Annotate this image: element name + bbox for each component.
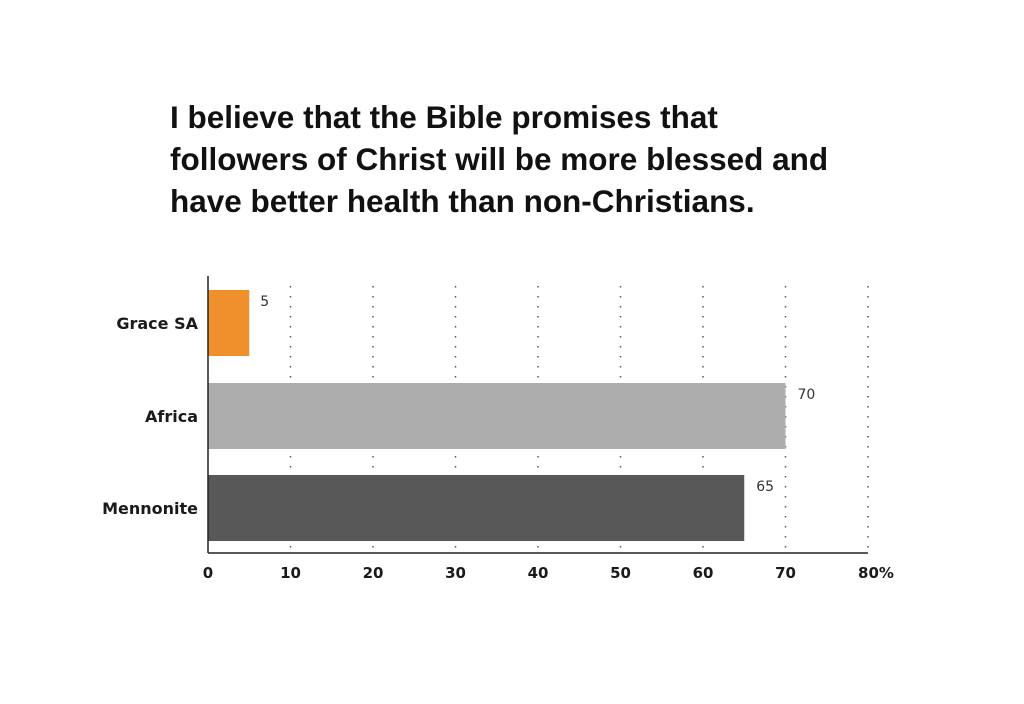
bars [208, 290, 786, 541]
x-tick-label: 30 [445, 564, 466, 582]
labels: Grace SA Africa Mennonite 5 70 65 0 10 20 30 40 50 6… [102, 294, 894, 582]
x-tick-label: 10 [280, 564, 301, 582]
data-label: 65 [756, 479, 774, 495]
data-label: 70 [798, 387, 816, 403]
bar-africa [208, 383, 786, 449]
chart-title-line-3: have better health than non-Christians. [170, 183, 755, 219]
bar-mennonite [208, 475, 745, 541]
chart-title-line-2: followers of Christ will be more blessed… [170, 141, 829, 177]
category-label: Mennonite [102, 499, 198, 518]
x-tick-label: 70 [775, 564, 796, 582]
x-tick-label: 80% [858, 564, 894, 582]
x-tick-label: 60 [693, 564, 714, 582]
category-label: Grace SA [116, 314, 198, 333]
axes [207, 276, 868, 554]
chart-title-line-1: I believe that the Bible promises that [170, 99, 718, 135]
data-label: 5 [260, 294, 269, 310]
x-tick-label: 0 [203, 564, 213, 582]
x-tick-label: 50 [610, 564, 631, 582]
chart-title: I believe that the Bible promises that f… [170, 96, 930, 222]
category-label: Africa [145, 407, 198, 426]
x-tick-label: 20 [363, 564, 384, 582]
bar-grace-sa [208, 290, 250, 356]
x-tick-label: 40 [528, 564, 549, 582]
